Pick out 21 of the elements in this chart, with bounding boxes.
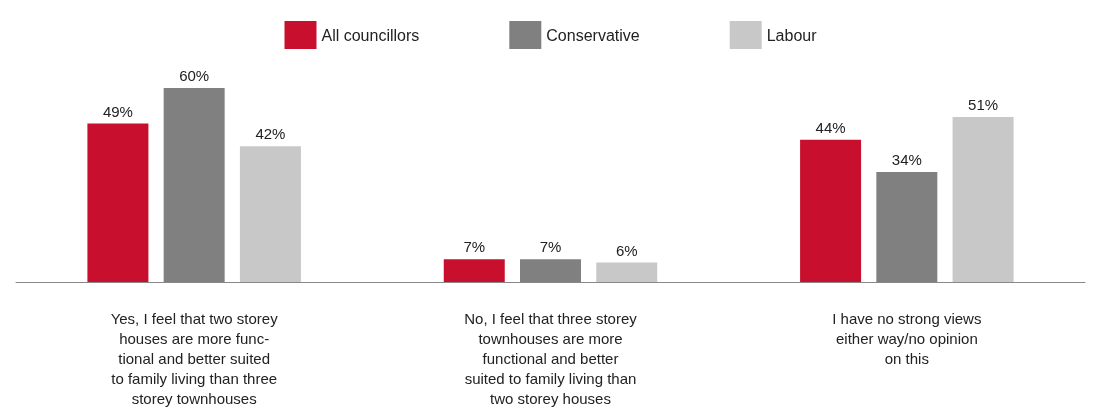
- data-label: 44%: [815, 118, 846, 136]
- bar: [239, 146, 301, 282]
- data-label: 42%: [255, 125, 286, 143]
- x-tick-label: I have no strong views either way/no opinion on this: [832, 309, 982, 367]
- x-tick-label: No, I feel that three storey townhouses are more functional and better suited to family living than two storey houses: [464, 309, 638, 407]
- legend-label: Conservative: [546, 26, 640, 44]
- data-label: 51%: [968, 96, 999, 114]
- data-label: 34%: [891, 151, 922, 169]
- data-label: 60%: [179, 67, 210, 84]
- data-label: 7%: [463, 238, 486, 256]
- data-label: 6%: [615, 241, 638, 259]
- bar: [952, 117, 1014, 282]
- x-tick-label: Yes, I feel that two storey houses are more func- tional and better suited to family living than three storey townhouses: [110, 309, 279, 407]
- legend-label: All councillors: [321, 26, 420, 44]
- bar: [800, 139, 862, 282]
- bar: [443, 259, 505, 282]
- legend-label: Labour: [766, 26, 818, 44]
- bar: [596, 262, 658, 282]
- data-label: 49%: [102, 102, 133, 120]
- data-label: 7%: [539, 238, 562, 256]
- bar: [87, 123, 149, 282]
